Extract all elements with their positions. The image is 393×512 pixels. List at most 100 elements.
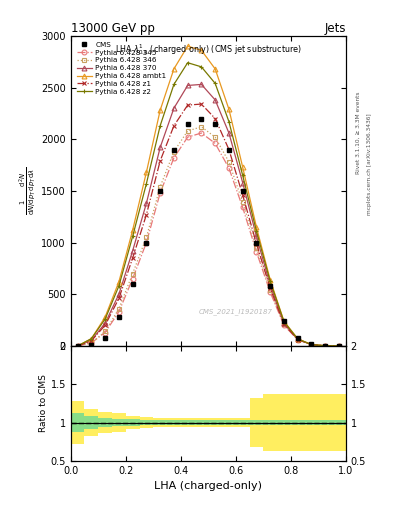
Pythia 6.428 ambt1 <box>268 276 272 283</box>
Pythia 6.428 346 <box>323 343 328 349</box>
Pythia 6.428 z2 <box>116 283 121 289</box>
Pythia 6.428 z1 <box>309 342 314 348</box>
Pythia 6.428 370 <box>213 97 218 103</box>
Pythia 6.428 345 <box>281 322 286 328</box>
Pythia 6.428 345 <box>103 329 108 335</box>
Pythia 6.428 346 <box>158 184 163 190</box>
Pythia 6.428 z2 <box>171 81 176 88</box>
Pythia 6.428 370 <box>130 248 135 254</box>
Pythia 6.428 346 <box>116 306 121 312</box>
CMS <box>295 335 300 342</box>
Line: Pythia 6.428 370: Pythia 6.428 370 <box>75 82 342 348</box>
Pythia 6.428 z1 <box>226 146 231 153</box>
Pythia 6.428 ambt1 <box>130 227 135 233</box>
Pythia 6.428 z1 <box>254 241 259 247</box>
Pythia 6.428 370 <box>295 336 300 343</box>
Pythia 6.428 370 <box>309 342 314 348</box>
Pythia 6.428 345 <box>75 343 80 349</box>
Pythia 6.428 ambt1 <box>158 107 163 113</box>
Pythia 6.428 z2 <box>144 181 149 187</box>
Pythia 6.428 370 <box>226 130 231 136</box>
Pythia 6.428 ambt1 <box>144 169 149 175</box>
Pythia 6.428 345 <box>89 340 94 346</box>
Pythia 6.428 z1 <box>295 336 300 343</box>
Pythia 6.428 345 <box>254 249 259 255</box>
Y-axis label: $\frac{1}{\mathrm{d}N/\mathrm{d}p_T}\frac{\mathrm{d}^2N}{\mathrm{d}p_T\,\mathrm{: $\frac{1}{\mathrm{d}N/\mathrm{d}p_T}\fra… <box>18 167 39 215</box>
Pythia 6.428 346 <box>130 270 135 276</box>
Pythia 6.428 345 <box>158 190 163 196</box>
Pythia 6.428 z1 <box>116 295 121 302</box>
Pythia 6.428 370 <box>75 343 80 349</box>
Y-axis label: Ratio to CMS: Ratio to CMS <box>39 374 48 432</box>
Pythia 6.428 z1 <box>213 116 218 122</box>
Pythia 6.428 z2 <box>158 123 163 129</box>
CMS <box>213 121 218 127</box>
Pythia 6.428 370 <box>144 200 149 206</box>
Pythia 6.428 z2 <box>295 336 300 342</box>
Pythia 6.428 z2 <box>336 343 341 349</box>
Pythia 6.428 ambt1 <box>226 106 231 112</box>
Pythia 6.428 z1 <box>185 102 190 108</box>
Pythia 6.428 z2 <box>281 318 286 325</box>
Pythia 6.428 345 <box>323 343 328 349</box>
CMS <box>240 188 245 194</box>
Pythia 6.428 z2 <box>309 342 314 348</box>
Legend: CMS, Pythia 6.428 345, Pythia 6.428 346, Pythia 6.428 370, Pythia 6.428 ambt1, P: CMS, Pythia 6.428 345, Pythia 6.428 346,… <box>74 39 169 97</box>
Pythia 6.428 ambt1 <box>103 314 108 320</box>
Pythia 6.428 z2 <box>323 343 328 349</box>
Pythia 6.428 370 <box>171 105 176 111</box>
Line: Pythia 6.428 346: Pythia 6.428 346 <box>75 124 342 348</box>
Pythia 6.428 370 <box>199 81 204 88</box>
Pythia 6.428 370 <box>336 343 341 349</box>
Pythia 6.428 346 <box>213 134 218 140</box>
CMS <box>158 188 163 194</box>
Pythia 6.428 345 <box>116 309 121 315</box>
Text: 13000 GeV pp: 13000 GeV pp <box>71 22 154 35</box>
Pythia 6.428 z1 <box>281 321 286 327</box>
Pythia 6.428 346 <box>75 343 80 349</box>
Pythia 6.428 370 <box>240 180 245 186</box>
Pythia 6.428 346 <box>185 128 190 134</box>
Pythia 6.428 370 <box>89 337 94 344</box>
Pythia 6.428 z2 <box>75 343 80 349</box>
Line: Pythia 6.428 z2: Pythia 6.428 z2 <box>75 60 342 348</box>
Pythia 6.428 ambt1 <box>185 43 190 49</box>
CMS <box>323 343 328 349</box>
X-axis label: LHA (charged-only): LHA (charged-only) <box>154 481 262 491</box>
Pythia 6.428 346 <box>336 343 341 349</box>
CMS <box>171 146 176 153</box>
CMS <box>116 314 121 320</box>
Pythia 6.428 370 <box>103 320 108 326</box>
Pythia 6.428 ambt1 <box>281 318 286 324</box>
Pythia 6.428 z2 <box>240 173 245 179</box>
Pythia 6.428 345 <box>295 337 300 343</box>
Line: CMS: CMS <box>75 116 342 348</box>
Pythia 6.428 346 <box>295 336 300 343</box>
Pythia 6.428 346 <box>103 328 108 334</box>
Pythia 6.428 z1 <box>89 338 94 344</box>
Text: Rivet 3.1.10, ≥ 3.3M events: Rivet 3.1.10, ≥ 3.3M events <box>356 92 361 175</box>
Pythia 6.428 z2 <box>199 64 204 70</box>
Pythia 6.428 370 <box>268 282 272 288</box>
Pythia 6.428 z1 <box>171 123 176 129</box>
Pythia 6.428 370 <box>185 82 190 89</box>
CMS <box>75 343 80 349</box>
Pythia 6.428 345 <box>130 275 135 282</box>
Pythia 6.428 345 <box>144 240 149 246</box>
Pythia 6.428 z1 <box>336 343 341 349</box>
Pythia 6.428 346 <box>199 124 204 130</box>
Pythia 6.428 345 <box>185 134 190 140</box>
CMS <box>309 341 314 347</box>
Pythia 6.428 ambt1 <box>89 336 94 342</box>
Line: Pythia 6.428 ambt1: Pythia 6.428 ambt1 <box>75 44 342 348</box>
Pythia 6.428 z2 <box>226 119 231 125</box>
Pythia 6.428 370 <box>116 291 121 297</box>
Pythia 6.428 ambt1 <box>240 164 245 170</box>
Pythia 6.428 ambt1 <box>75 343 80 349</box>
Pythia 6.428 ambt1 <box>295 336 300 342</box>
Text: CMS_2021_I1920187: CMS_2021_I1920187 <box>199 308 273 315</box>
Pythia 6.428 345 <box>336 343 341 349</box>
Pythia 6.428 346 <box>226 159 231 165</box>
CMS <box>185 121 190 127</box>
Pythia 6.428 345 <box>268 289 272 295</box>
